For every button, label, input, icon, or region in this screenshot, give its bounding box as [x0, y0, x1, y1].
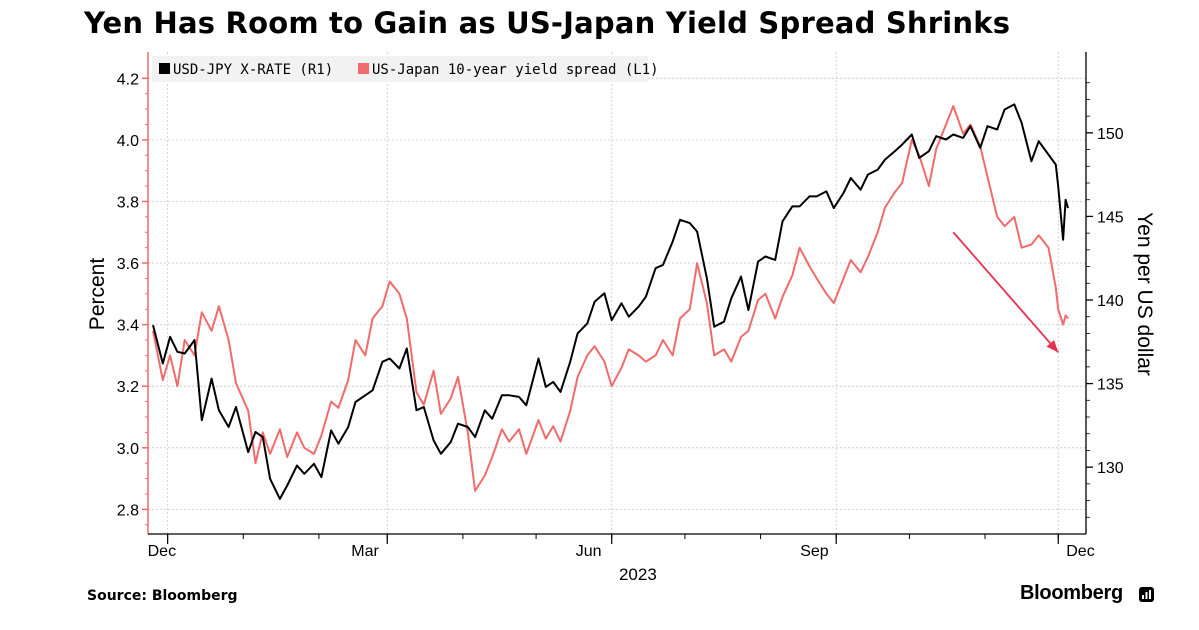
- tick-label-x-dec-4: Dec: [1066, 543, 1094, 560]
- tick-label-left-3.6: 3.6: [117, 256, 139, 273]
- legend-label-usdjpy: USD-JPY X-RATE (R1): [173, 62, 333, 78]
- y-axis-label-right: Yen per US dollar: [1133, 212, 1156, 376]
- terminal-glyph: [1142, 590, 1151, 599]
- tick-label-right-140: 140: [1097, 293, 1124, 310]
- tick-label-right-135: 135: [1097, 377, 1124, 394]
- trend-arrow-head: [1046, 340, 1059, 353]
- tick-label-x-mar-1: Mar: [351, 543, 379, 560]
- tick-label-right-145: 145: [1097, 209, 1124, 226]
- legend-swatch-usdjpy: [159, 63, 170, 74]
- bloomberg-terminal-icon: [1139, 587, 1154, 602]
- tick-label-right-130: 130: [1097, 460, 1124, 477]
- tick-label-left-2.8: 2.8: [117, 502, 139, 519]
- tick-label-x-dec-0: Dec: [148, 543, 176, 560]
- annotation-layer: [952, 231, 1059, 353]
- tick-label-left-3.4: 3.4: [117, 318, 139, 335]
- legend: USD-JPY X-RATE (R1) US-Japan 10-year yiel…: [152, 56, 659, 82]
- axes: 2.8 3.0 3.2 3.4 3.6 3.8 4.0 4.2 130 135 140 145 150 D…: [86, 52, 1156, 584]
- tick-label-left-4.2: 4.2: [117, 71, 139, 88]
- legend-box: [152, 56, 648, 82]
- series-line-us-japan-spread: [152, 105, 1069, 492]
- tick-label-x-jun-2: Jun: [576, 543, 602, 560]
- tick-label-left-4.0: 4.0: [117, 133, 139, 150]
- tick-label-right-150: 150: [1097, 126, 1124, 143]
- bloomberg-logo: Bloomberg: [1020, 582, 1123, 604]
- trend-arrow-shaft: [952, 231, 1059, 353]
- x-year-label: 2023: [619, 565, 657, 584]
- series-line-usdjpy: [152, 103, 1069, 500]
- legend-swatch-spread: [358, 63, 369, 74]
- tick-label-left-3.8: 3.8: [117, 194, 139, 211]
- y-axis-label-left: Percent: [86, 258, 109, 331]
- chart-title: Yen Has Room to Gain as US-Japan Yield S…: [84, 6, 1011, 40]
- tick-label-x-sep-3: Sep: [800, 543, 829, 560]
- tick-label-left-3.2: 3.2: [117, 379, 139, 396]
- source-note: Source: Bloomberg: [87, 588, 238, 604]
- tick-label-left-3.0: 3.0: [117, 441, 139, 458]
- legend-label-spread: US-Japan 10-year yield spread (L1): [372, 62, 659, 78]
- series-layer: [152, 103, 1069, 500]
